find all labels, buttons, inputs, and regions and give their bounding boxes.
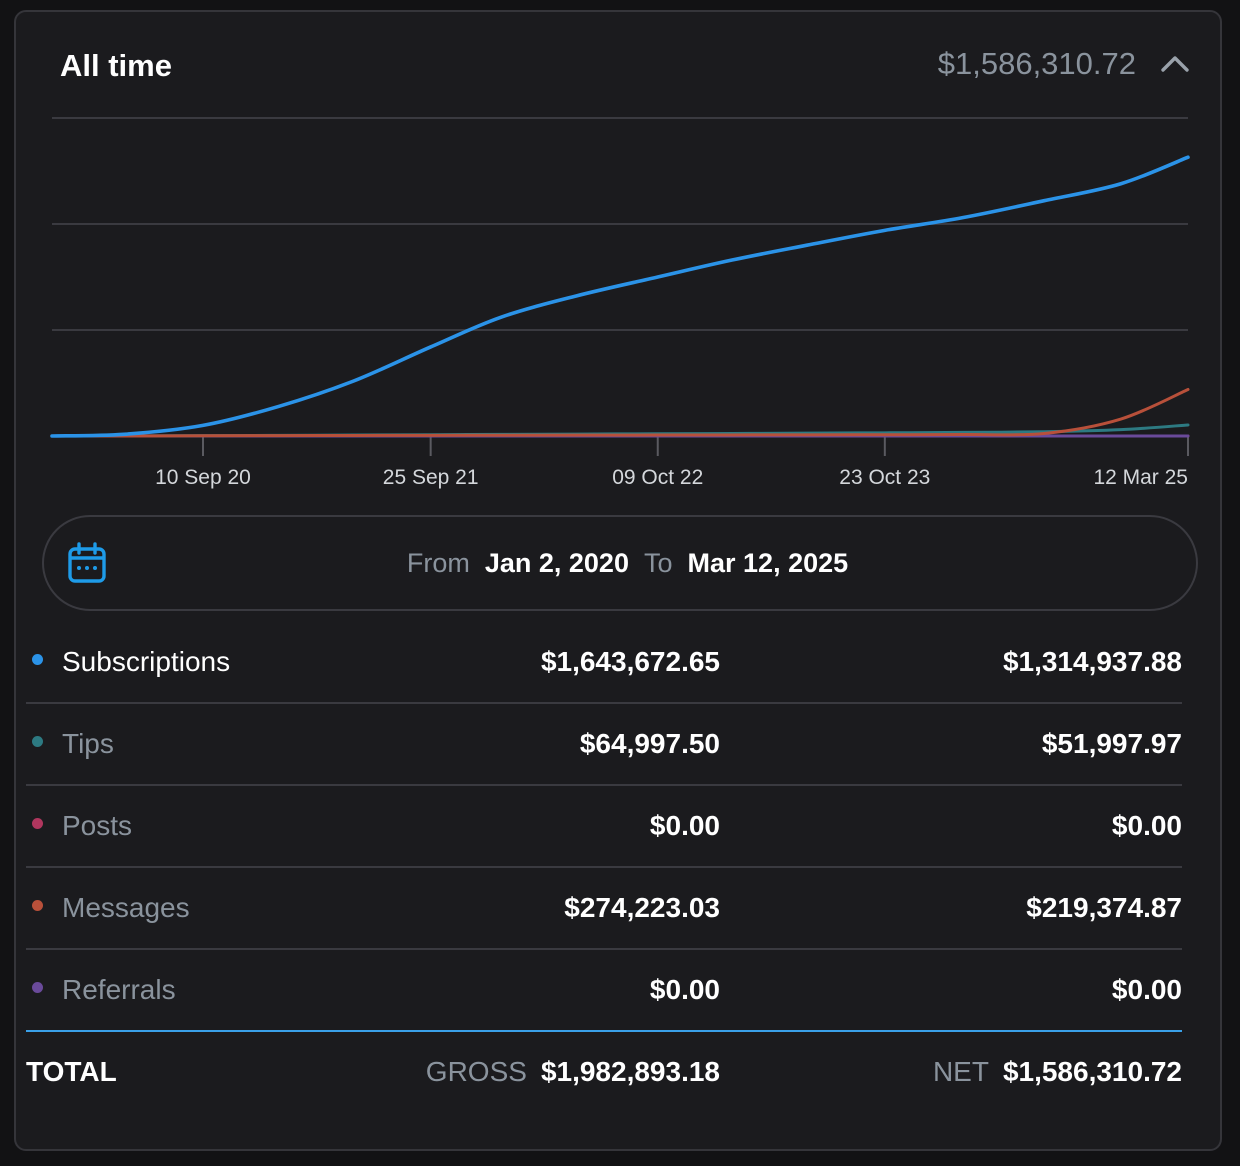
total-gross-amount: $1,982,893.18 (540, 1056, 720, 1087)
from-label: From (406, 547, 470, 578)
category-name: Subscriptions (62, 646, 231, 677)
legend-dot (32, 982, 43, 993)
x-tick-label: 10 Sep 20 (155, 466, 251, 489)
net-amount: $1,314,937.88 (1002, 646, 1182, 677)
category-name: Tips (62, 728, 114, 759)
earnings-breakdown: Subscriptions $1,643,672.65 $1,314,937.8… (26, 622, 1182, 1032)
net-amount: $0.00 (1111, 810, 1182, 841)
earnings-card: All time $1,586,310.72 10 Sep 20 25 Sep 2… (14, 10, 1222, 1151)
to-date: Mar 12, 2025 (687, 547, 849, 578)
from-date: Jan 2, 2020 (484, 547, 629, 578)
row-messages[interactable]: Messages $274,223.03 $219,374.87 (26, 868, 1182, 950)
series-line-subscriptions (50, 155, 1190, 438)
row-tips[interactable]: Tips $64,997.50 $51,997.97 (26, 704, 1182, 786)
gross-amount: $274,223.03 (564, 892, 720, 923)
x-tick-label: 23 Oct 23 (839, 466, 930, 489)
gross-amount: $64,997.50 (579, 728, 720, 759)
collapse-button[interactable] (1152, 40, 1198, 86)
card-header: All time $1,586,310.72 (16, 12, 1220, 116)
date-range-text: From Jan 2, 2020 To Mar 12, 2025 (44, 517, 1196, 609)
legend-dot (32, 900, 43, 911)
row-posts[interactable]: Posts $0.00 $0.00 (26, 786, 1182, 868)
total-net-amount: $1,586,310.72 (1002, 1056, 1182, 1087)
legend-dot (32, 736, 43, 747)
x-tick-label: 25 Sep 21 (383, 466, 479, 489)
row-referrals[interactable]: Referrals $0.00 $0.00 (26, 950, 1182, 1032)
total-row: TOTAL GROSS $1,982,893.18 NET $1,586,310.7… (26, 1032, 1182, 1112)
total-label: TOTAL (26, 1056, 117, 1087)
earnings-line-chart: 10 Sep 20 25 Sep 21 09 Oct 22 23 Oct 23 12 M… (50, 117, 1190, 489)
gross-amount: $1,643,672.65 (540, 646, 720, 677)
net-amount: $0.00 (1111, 974, 1182, 1005)
x-tick-label: 12 Mar 25 (1093, 466, 1188, 489)
row-subscriptions[interactable]: Subscriptions $1,643,672.65 $1,314,937.8… (26, 622, 1182, 704)
total-net: NET $1,586,310.72 (933, 1056, 1182, 1088)
chevron-up-icon (1161, 56, 1189, 72)
header-net-amount: $1,586,310.72 (937, 46, 1136, 81)
calendar-icon (68, 542, 106, 583)
x-tick-label: 09 Oct 22 (612, 466, 703, 489)
gross-label: GROSS (425, 1056, 527, 1087)
date-range-picker[interactable]: From Jan 2, 2020 To Mar 12, 2025 (42, 515, 1198, 611)
net-amount: $219,374.87 (1026, 892, 1182, 923)
legend-dot (32, 818, 43, 829)
category-name: Messages (62, 892, 190, 923)
net-amount: $51,997.97 (1041, 728, 1182, 759)
gross-amount: $0.00 (649, 974, 720, 1005)
series-line-messages (50, 387, 1190, 438)
to-label: To (643, 547, 673, 578)
total-gross: GROSS $1,982,893.18 (426, 1056, 720, 1088)
category-name: Referrals (62, 974, 176, 1005)
gross-amount: $0.00 (649, 810, 720, 841)
period-title: All time (60, 48, 172, 83)
net-label: NET (932, 1056, 989, 1087)
legend-dot (32, 654, 43, 665)
category-name: Posts (62, 810, 133, 841)
